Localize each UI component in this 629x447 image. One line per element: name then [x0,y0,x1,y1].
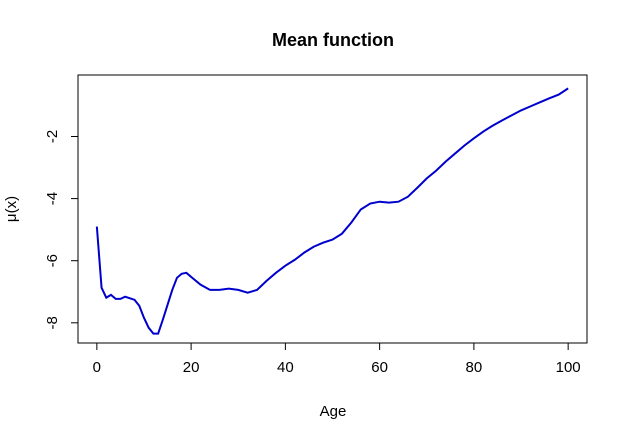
chart-title: Mean function [272,30,394,50]
y-axis-label: μ(x) [3,196,20,222]
x-axis-label: Age [320,403,347,420]
y-tick-label: -4 [44,192,61,205]
data-line [95,87,569,335]
y-tick-label: -8 [44,316,61,329]
y-tick-label: -6 [44,254,61,267]
x-tick-label: 100 [556,359,581,376]
x-tick-label: 60 [371,359,388,376]
x-tick-label: 80 [466,359,483,376]
x-tick-label: 0 [93,359,101,376]
y-tick-label: -2 [44,130,61,143]
x-tick-label: 20 [183,359,200,376]
plot-box [77,74,588,344]
x-tick-label: 40 [277,359,294,376]
